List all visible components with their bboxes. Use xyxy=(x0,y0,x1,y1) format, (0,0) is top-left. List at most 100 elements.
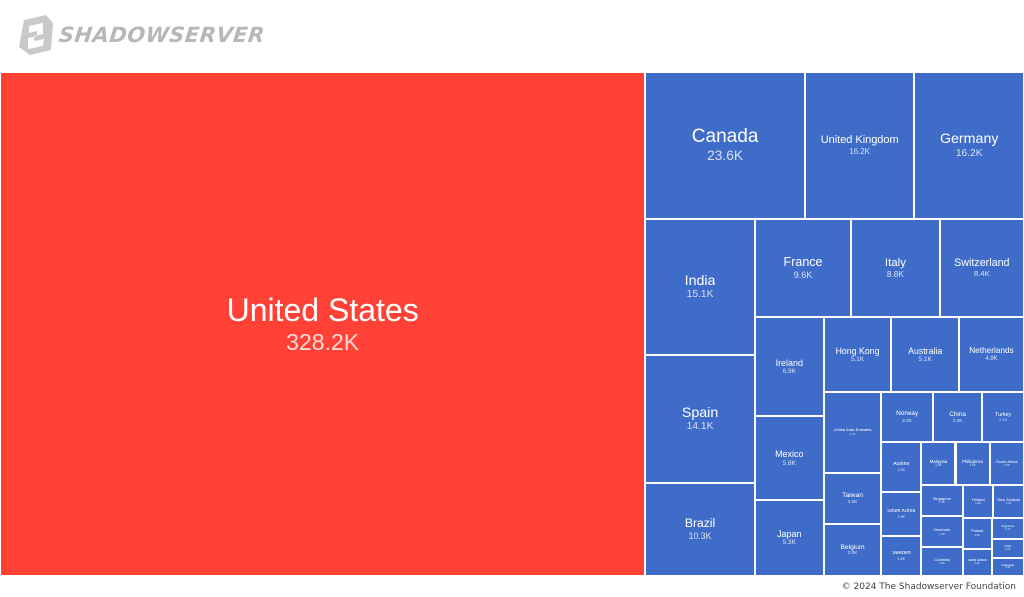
treemap-tile-content: Spain 14.1K xyxy=(646,356,754,482)
copyright-footer: © 2024 The Shadowserver Foundation xyxy=(841,582,1016,592)
treemap-tile-content: Malaysia 1.5K xyxy=(922,443,954,484)
treemap-tile-content: Netherlands 4.9K xyxy=(960,318,1023,391)
treemap-tile-name: Spain xyxy=(681,404,719,421)
treemap-tile-ireland[interactable]: Ireland 6.9K xyxy=(754,317,824,417)
treemap-tile-switzerland[interactable]: Switzerland 8.4K xyxy=(939,218,1024,318)
treemap-tile-norway[interactable]: Norway 2.6K xyxy=(881,391,933,442)
treemap-tile-spain[interactable]: Spain 14.1K xyxy=(645,355,755,483)
treemap-tile-content: Philippines 1.5K xyxy=(957,443,989,484)
treemap-tile-value: 3.0K xyxy=(847,499,858,505)
treemap-tile-content: Denmark 1.3K xyxy=(922,517,962,546)
header: SHADOWSERVER xyxy=(0,0,1024,72)
treemap-tile-value: 1.2K xyxy=(939,562,945,566)
treemap-tile-value: 4.7K xyxy=(849,431,856,436)
treemap-tile-taiwan[interactable]: Taiwan 3.0K xyxy=(823,472,882,525)
treemap-tile-content: Mexico 5.8K xyxy=(756,417,823,498)
treemap-tile-content: New Zealand 1.0K xyxy=(994,486,1023,516)
shadowserver-logo[interactable]: SHADOWSERVER xyxy=(16,14,266,56)
treemap-tile-united-arab-emirates[interactable]: United Arab Emirates 4.7K xyxy=(823,391,882,473)
treemap-tile-content: United Arab Emirates 4.7K xyxy=(825,393,881,472)
treemap-tile-value: 2.0K xyxy=(897,467,906,472)
treemap-tile-italy[interactable]: Italy 8.8K xyxy=(851,218,940,318)
treemap-tile-content: India 15.1K xyxy=(646,220,754,355)
treemap-tile-value: 1.8K xyxy=(897,514,906,519)
treemap-tile-denmark[interactable]: Denmark 1.3K xyxy=(921,516,963,548)
treemap-tile-name: Japan xyxy=(777,529,802,540)
treemap-tile-value: 15.1K xyxy=(686,289,714,301)
treemap-tile-singapore[interactable]: Singapore 1.3K xyxy=(921,485,963,517)
treemap-tile-philippines[interactable]: Philippines 1.5K xyxy=(955,441,990,486)
treemap-tile-name: Italy xyxy=(884,256,906,269)
treemap-tile-content: South Korea 1.8K xyxy=(882,493,920,536)
treemap-tile-china[interactable]: China 2.5K xyxy=(932,391,983,442)
treemap-tile-value: 8.4K xyxy=(973,268,990,278)
treemap-tile-value: 1.3K xyxy=(939,531,945,536)
treemap-tile-content: Colombia 1.2K xyxy=(922,548,962,575)
treemap-tile-name: Taiwan xyxy=(842,491,863,499)
treemap-tile-brazil[interactable]: Brazil 10.3K xyxy=(645,482,755,576)
treemap-tile-turkey[interactable]: Turkey 2.1K xyxy=(982,391,1024,442)
treemap-tile-value: 6.9K xyxy=(782,368,796,376)
treemap-tile-content: Saudi Arabia 0.8K xyxy=(964,550,991,575)
treemap-tile-united-kingdom[interactable]: United Kingdom 16.2K xyxy=(804,72,915,219)
treemap-tile-value: 1.0K xyxy=(975,501,982,506)
treemap-tile-value: 1.5K xyxy=(935,463,942,468)
treemap-tile-value: 0.9K xyxy=(974,533,980,537)
treemap-tile-content: Ireland 6.9K xyxy=(756,318,823,415)
treemap-tile-name: Brazil xyxy=(684,517,716,531)
treemap-tile-content: China 2.5K xyxy=(934,393,982,441)
treemap-tile-sweden[interactable]: Sweden 1.6K xyxy=(881,536,922,576)
treemap-tile-united-states[interactable]: United States 328.2K xyxy=(0,72,646,576)
treemap-tile-content: Italy 8.8K xyxy=(852,220,938,317)
treemap-tile-value: 0.6K xyxy=(1005,547,1011,551)
treemap-tile-name: Canada xyxy=(691,126,759,148)
treemap-tile-name: Germany xyxy=(939,131,999,148)
treemap-tile-name: Netherlands xyxy=(969,346,1014,356)
treemap-tile-saudi-arabia[interactable]: Saudi Arabia 0.8K xyxy=(962,548,992,576)
treemap-tile-content: Canada 23.6K xyxy=(646,73,804,218)
treemap-tile-content: Finland 1.0K xyxy=(964,486,993,516)
treemap-tile-belgium[interactable]: Belgium 3.0K xyxy=(823,524,882,576)
treemap-tile-content: Chile 0.6K xyxy=(993,540,1023,556)
treemap-tile-germany[interactable]: Germany 16.2K xyxy=(914,72,1024,219)
treemap-tile-australia[interactable]: Australia 5.1K xyxy=(891,317,959,392)
treemap-tile-value: 1.5K xyxy=(1003,463,1010,468)
treemap-tile-poland[interactable]: Poland 0.9K xyxy=(962,517,992,549)
treemap-tile-japan[interactable]: Japan 5.3K xyxy=(754,499,824,576)
treemap-tile-content: Germany 16.2K xyxy=(915,73,1023,218)
treemap-tile-south-korea[interactable]: South Korea 1.8K xyxy=(881,491,922,537)
treemap-tile-name: China xyxy=(949,410,966,418)
treemap-tile-value: 16.2K xyxy=(955,147,983,159)
treemap-tile-name: Mexico xyxy=(775,449,804,460)
treemap-tile-value: 2.5K xyxy=(952,417,963,423)
treemap-tile-content: Poland 0.9K xyxy=(964,519,991,548)
treemap-tile-netherlands[interactable]: Netherlands 4.9K xyxy=(959,317,1024,392)
treemap-tile-hong-kong[interactable]: Hong Kong 5.1K xyxy=(823,317,892,392)
treemap-tile-new-zealand[interactable]: New Zealand 1.0K xyxy=(993,485,1024,518)
treemap-tile-content: Sweden 1.6K xyxy=(882,537,920,575)
treemap-tile-argentina[interactable]: Argentina 0.7K xyxy=(991,517,1024,540)
treemap-tile-malaysia[interactable]: Malaysia 1.5K xyxy=(921,441,956,486)
treemap-tile-content: Taiwan 3.0K xyxy=(825,474,881,524)
treemap-tile-content: Japan 5.3K xyxy=(756,501,823,575)
treemap-tile-value: 1.5K xyxy=(969,463,976,468)
treemap-tile-austria[interactable]: Austria 2.0K xyxy=(881,441,922,492)
treemap-tile-content: Indonesia 0.6K xyxy=(993,559,1023,575)
treemap-tile-content: South Africa 1.5K xyxy=(991,443,1023,484)
treemap-tile-india[interactable]: India 15.1K xyxy=(645,218,755,356)
treemap-tile-name: India xyxy=(684,272,716,289)
treemap-tile-canada[interactable]: Canada 23.6K xyxy=(645,72,805,219)
treemap-tile-value: 1.0K xyxy=(1005,501,1012,506)
treemap-tile-colombia[interactable]: Colombia 1.2K xyxy=(921,547,963,576)
treemap-tile-mexico[interactable]: Mexico 5.8K xyxy=(754,416,824,500)
shadowserver-logo-icon xyxy=(19,15,53,55)
treemap-tile-value: 10.3K xyxy=(688,531,712,542)
treemap-tile-south-africa[interactable]: South Africa 1.5K xyxy=(989,441,1024,486)
treemap-tile-value: 1.3K xyxy=(939,500,945,505)
treemap-tile-indonesia[interactable]: Indonesia 0.6K xyxy=(991,557,1024,576)
treemap-tile-finland[interactable]: Finland 1.0K xyxy=(962,485,994,518)
treemap-tile-france[interactable]: France 9.6K xyxy=(754,218,852,318)
treemap-tile-chile[interactable]: Chile 0.6K xyxy=(991,539,1024,558)
treemap-tile-value: 2.1K xyxy=(999,416,1008,422)
treemap-tile-value: 4.9K xyxy=(985,355,998,362)
